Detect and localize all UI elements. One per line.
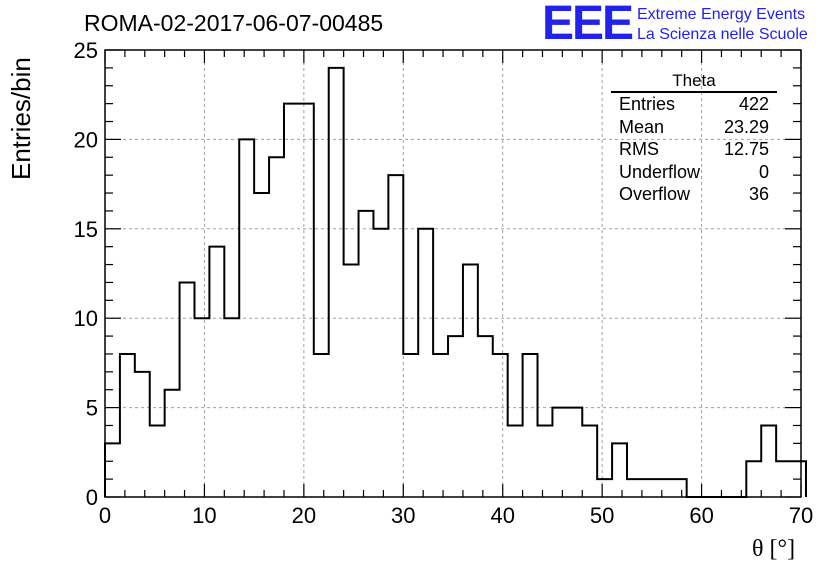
stats-row-mean: Mean 23.29	[611, 116, 777, 139]
plot-frame	[104, 49, 802, 498]
stats-label: RMS	[619, 139, 659, 159]
x-tick-label: 0	[99, 503, 111, 528]
x-tick-label: 50	[590, 503, 614, 528]
histogram-series	[104, 66, 807, 498]
stats-value: 36	[748, 184, 769, 204]
stats-row-rms: RMS 12.75	[611, 138, 777, 161]
chart-title: ROMA-02-2017-06-07-00485	[84, 10, 384, 36]
x-tick-label: 10	[192, 503, 216, 528]
stats-label: Overflow	[619, 184, 691, 204]
stats-row-entries: Entries 422	[611, 93, 777, 116]
x-tick-label: 20	[292, 503, 316, 528]
x-tick-label: 70	[789, 503, 813, 528]
x-tick-label: 40	[490, 503, 514, 528]
y-tick-label: 25	[74, 38, 98, 63]
stats-box: Theta Entries 422 Mean 23.29 RMS 12.75 Unde…	[611, 72, 777, 206]
y-tick-label: 20	[74, 127, 98, 152]
stats-value: 422	[738, 94, 769, 114]
stats-label: Entries	[619, 94, 676, 114]
stats-label: Mean	[619, 116, 665, 137]
x-axis-label: θ [°]	[752, 536, 796, 562]
stats-label: Underflow	[619, 161, 701, 182]
logo-line-1: Extreme Energy Events	[637, 6, 806, 23]
y-tick-label: 5	[86, 396, 98, 421]
eee-logo-icon: EEE	[542, 0, 634, 50]
stats-title: Theta	[611, 72, 777, 93]
stats-value: 23.29	[723, 116, 769, 137]
y-tick-label: 15	[74, 217, 98, 242]
stats-value: 0	[758, 161, 769, 182]
stats-value: 12.75	[723, 139, 769, 159]
x-tick-label: 30	[391, 503, 415, 528]
x-tick-label: 60	[689, 503, 713, 528]
y-tick-label: 10	[74, 306, 98, 331]
stats-row-underflow: Underflow 0	[611, 161, 777, 184]
logo-line-2: La Scienza nelle Scuole	[637, 26, 808, 43]
stats-row-overflow: Overflow 36	[611, 183, 777, 206]
y-tick-label: 0	[86, 485, 98, 510]
